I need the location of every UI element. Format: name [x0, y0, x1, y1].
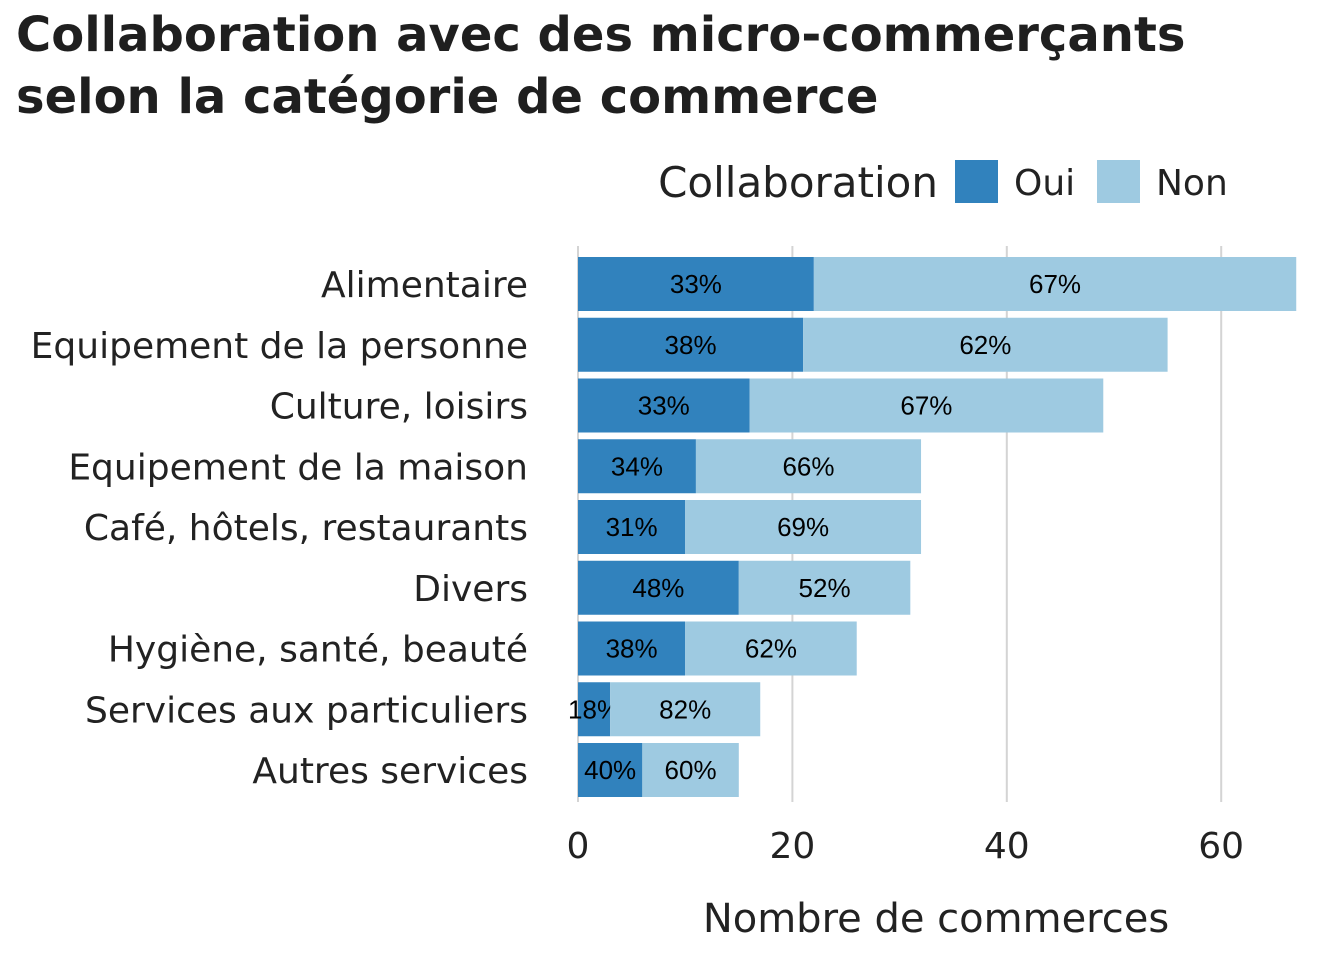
category-label: Equipement de la maison — [68, 447, 528, 488]
bar-non — [803, 317, 1168, 372]
bar-data-label: 34% — [611, 451, 663, 481]
chart-title-line-1: Collaboration avec des micro-commerçants — [16, 7, 1186, 63]
bar-oui — [578, 743, 643, 797]
bar-non — [749, 378, 1104, 433]
x-tick-label: 20 — [769, 826, 815, 867]
bar-data-label: 33% — [638, 391, 690, 421]
bar-data-label: 31% — [606, 512, 658, 542]
bar-oui — [578, 378, 750, 433]
bar-oui — [578, 257, 814, 311]
bar-oui — [578, 682, 611, 737]
bar-oui — [578, 500, 686, 554]
category-label: Alimentaire — [321, 265, 528, 306]
bar-non — [610, 682, 761, 737]
category-label: Equipement de la personne — [31, 326, 528, 367]
bar-non — [685, 500, 922, 554]
x-tick-label: 0 — [567, 826, 590, 867]
bar-oui — [578, 317, 804, 372]
bars: 33% 67% 38% 62% 33% 67% 34% 66% 31% 69% 48% 52% 38% 6… — [568, 257, 1297, 797]
legend-label-non: Non — [1156, 163, 1228, 204]
category-label: Services aux particuliers — [85, 690, 528, 731]
bar-data-label: 48% — [632, 573, 684, 603]
bar-data-label: 69% — [777, 512, 829, 542]
x-tick-label: 40 — [984, 826, 1030, 867]
bar-non — [813, 257, 1297, 311]
bar-oui — [578, 560, 739, 615]
bar-data-label: 62% — [959, 330, 1011, 360]
legend-key-non — [1097, 160, 1140, 203]
bar-non — [695, 439, 922, 494]
x-tick-labels: 0 20 40 60 — [567, 826, 1245, 867]
legend-title: Collaboration — [658, 158, 938, 207]
legend-key-oui — [955, 160, 998, 203]
category-label: Divers — [413, 569, 528, 610]
category-label: Autres services — [252, 751, 528, 792]
bar-data-label: 62% — [745, 634, 797, 664]
bar-data-label: 67% — [1029, 269, 1081, 299]
bar-data-label: 67% — [900, 391, 952, 421]
x-tick-label: 60 — [1198, 826, 1244, 867]
category-label: Hygiène, santé, beauté — [108, 630, 528, 671]
bar-data-label: 66% — [782, 451, 834, 481]
bar-data-label: 40% — [584, 755, 636, 785]
bar-data-label: 52% — [799, 573, 851, 603]
bar-data-label: 60% — [665, 755, 717, 785]
category-labels: Alimentaire Equipement de la personne Cult… — [31, 265, 528, 792]
chart-title: Collaboration avec des micro-commerçants… — [16, 4, 1185, 128]
bar-data-label: 38% — [665, 330, 717, 360]
bar-data-label: 33% — [670, 269, 722, 299]
x-axis-title: Nombre de commerces — [703, 896, 1169, 942]
legend-label-oui: Oui — [1014, 163, 1075, 204]
category-label: Culture, loisirs — [270, 387, 528, 428]
bar-oui — [578, 439, 696, 494]
bar-data-label: 38% — [606, 634, 658, 664]
legend: Collaboration Oui Non — [658, 158, 1228, 207]
bar-non — [685, 621, 857, 676]
category-label: Café, hôtels, restaurants — [84, 508, 528, 549]
bar-non — [738, 560, 911, 615]
bar-oui — [578, 621, 686, 676]
bar-data-label: 82% — [659, 694, 711, 724]
chart-title-line-2: selon la catégorie de commerce — [16, 69, 879, 125]
bar-non — [642, 743, 739, 797]
